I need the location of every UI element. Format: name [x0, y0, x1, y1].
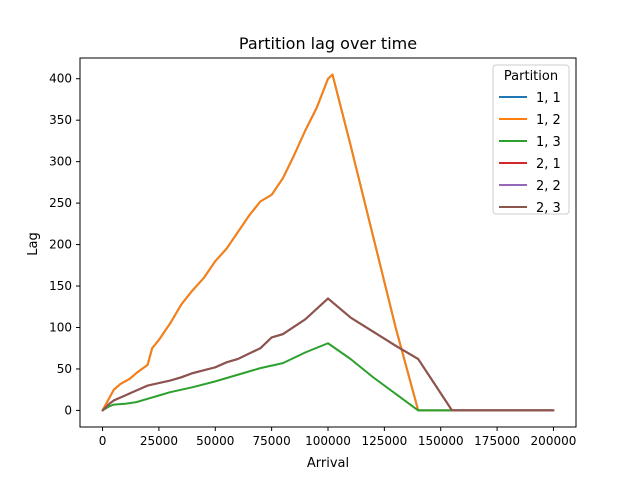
y-tick-label-1: 50	[57, 362, 72, 376]
axes: 0 25000 50000 75000 100000 125000 150000 175000…	[49, 57, 577, 448]
legend-label-4: 2, 2	[536, 179, 561, 194]
legend-title: Partition	[504, 69, 558, 84]
legend: Partition 1, 1 1, 2 1, 3 2, 1 2, 2 2, 3	[492, 64, 570, 216]
x-tick-label-5: 125000	[361, 434, 407, 448]
plot-area	[101, 73, 555, 412]
legend-label-5: 2, 3	[536, 201, 561, 216]
y-tick-label-7: 350	[49, 113, 72, 127]
y-tick-label-5: 250	[49, 196, 72, 210]
x-tick-label-8: 200000	[531, 434, 577, 448]
legend-label-0: 1, 1	[536, 91, 561, 106]
legend-label-1: 1, 2	[536, 113, 561, 128]
x-tick-label-6: 150000	[418, 434, 464, 448]
y-tick-label-8: 400	[49, 72, 72, 86]
y-tick-label-6: 300	[49, 155, 72, 169]
x-axis-label: Arrival	[307, 456, 349, 471]
legend-label-3: 2, 1	[536, 157, 561, 172]
y-tick-label-4: 200	[49, 238, 72, 252]
y-tick-label-3: 150	[49, 279, 72, 293]
legend-label-2: 1, 3	[536, 135, 561, 150]
y-axis-label: Lag	[26, 232, 41, 255]
x-tick-label-4: 100000	[305, 434, 351, 448]
x-tick-label-0: 0	[99, 434, 107, 448]
series-line-5	[101, 297, 555, 412]
chart-title: Partition lag over time	[239, 34, 417, 53]
x-tick-label-1: 25000	[140, 434, 178, 448]
x-tick-label-3: 75000	[253, 434, 291, 448]
x-tick-label-2: 50000	[196, 434, 234, 448]
series-line-1	[101, 73, 555, 412]
series-line-2	[101, 342, 555, 412]
y-tick-label-0: 0	[64, 403, 72, 417]
y-tick-label-2: 100	[49, 320, 72, 334]
legend-box	[492, 64, 570, 215]
x-tick-label-7: 175000	[474, 434, 520, 448]
